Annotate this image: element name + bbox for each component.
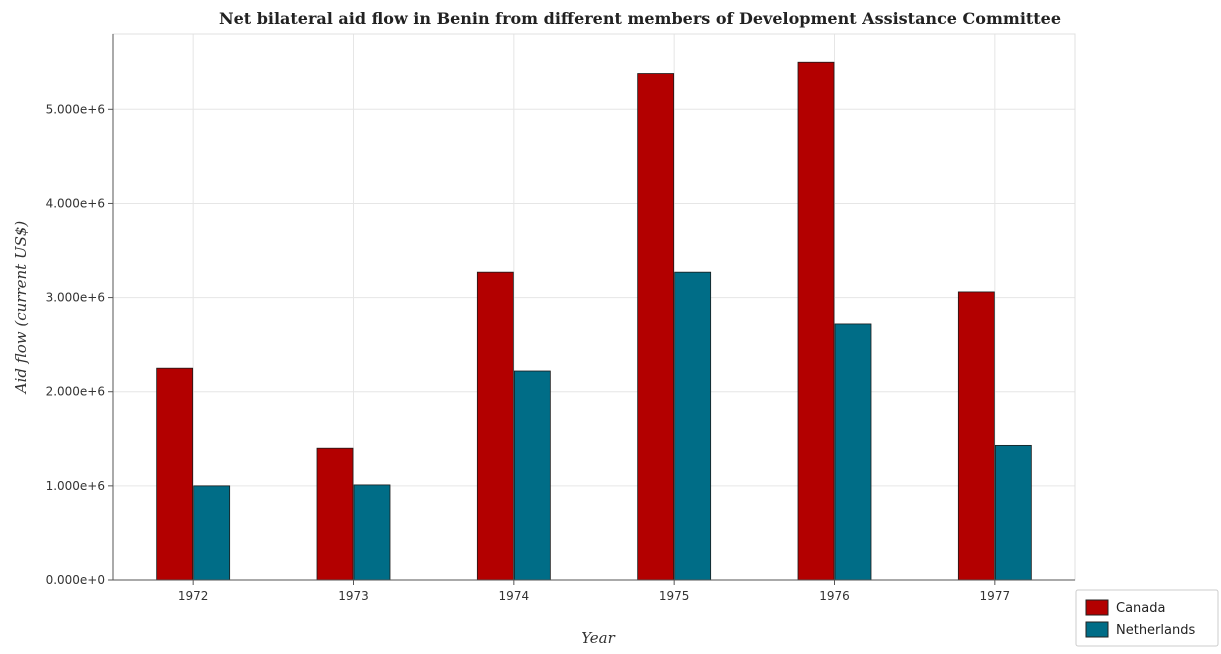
x-tick-label: 1974: [499, 589, 530, 603]
x-tick-label: 1977: [980, 589, 1011, 603]
bars: [156, 61, 1032, 581]
legend: Canada Netherlands: [1075, 589, 1219, 647]
y-tick-label: 3.000e+6: [46, 291, 105, 305]
bar-canada-1977: [957, 291, 995, 581]
x-axis-label: Year: [581, 629, 615, 647]
y-tick-label: 4.000e+6: [46, 196, 105, 210]
legend-swatch-canada: [1085, 599, 1109, 616]
bar-netherlands-1976: [834, 323, 872, 581]
y-tick-label: 2.000e+6: [46, 385, 105, 399]
grid: [112, 33, 1076, 581]
legend-box: [1075, 589, 1219, 647]
x-ticks: 1972 1973 1974 1975 1976 1977: [178, 580, 1010, 603]
y-axis-label: Aid flow (current US$): [12, 221, 30, 396]
bar-netherlands-1975: [674, 271, 712, 581]
x-tick-label: 1975: [659, 589, 690, 603]
axes: [112, 34, 1075, 581]
bar-netherlands-1973: [353, 484, 391, 581]
bar-canada-1972: [156, 367, 194, 581]
bar-netherlands-1977: [994, 444, 1032, 581]
legend-label-netherlands: Netherlands: [1116, 623, 1195, 638]
bar-canada-1974: [476, 271, 514, 581]
bar-canada-1973: [316, 447, 354, 581]
y-ticks: 0.000e+0 1.000e+6 2.000e+6 3.000e+6 4.000e+6…: [46, 102, 113, 587]
y-tick-label: 0.000e+0: [46, 573, 105, 587]
chart-title: Net bilateral aid flow in Benin from dif…: [219, 9, 1061, 28]
plot-frame: [112, 33, 1076, 581]
x-tick-label: 1972: [178, 589, 209, 603]
bar-netherlands-1972: [193, 485, 231, 581]
x-tick-label: 1976: [819, 589, 850, 603]
legend-swatch-netherlands: [1085, 621, 1109, 638]
x-tick-label: 1973: [338, 589, 369, 603]
bar-canada-1975: [637, 73, 675, 581]
bar-canada-1976: [797, 61, 835, 581]
y-tick-label: 5.000e+6: [46, 102, 105, 116]
y-tick-label: 1.000e+6: [46, 479, 105, 493]
legend-label-canada: Canada: [1116, 601, 1165, 616]
bar-netherlands-1974: [513, 370, 551, 581]
